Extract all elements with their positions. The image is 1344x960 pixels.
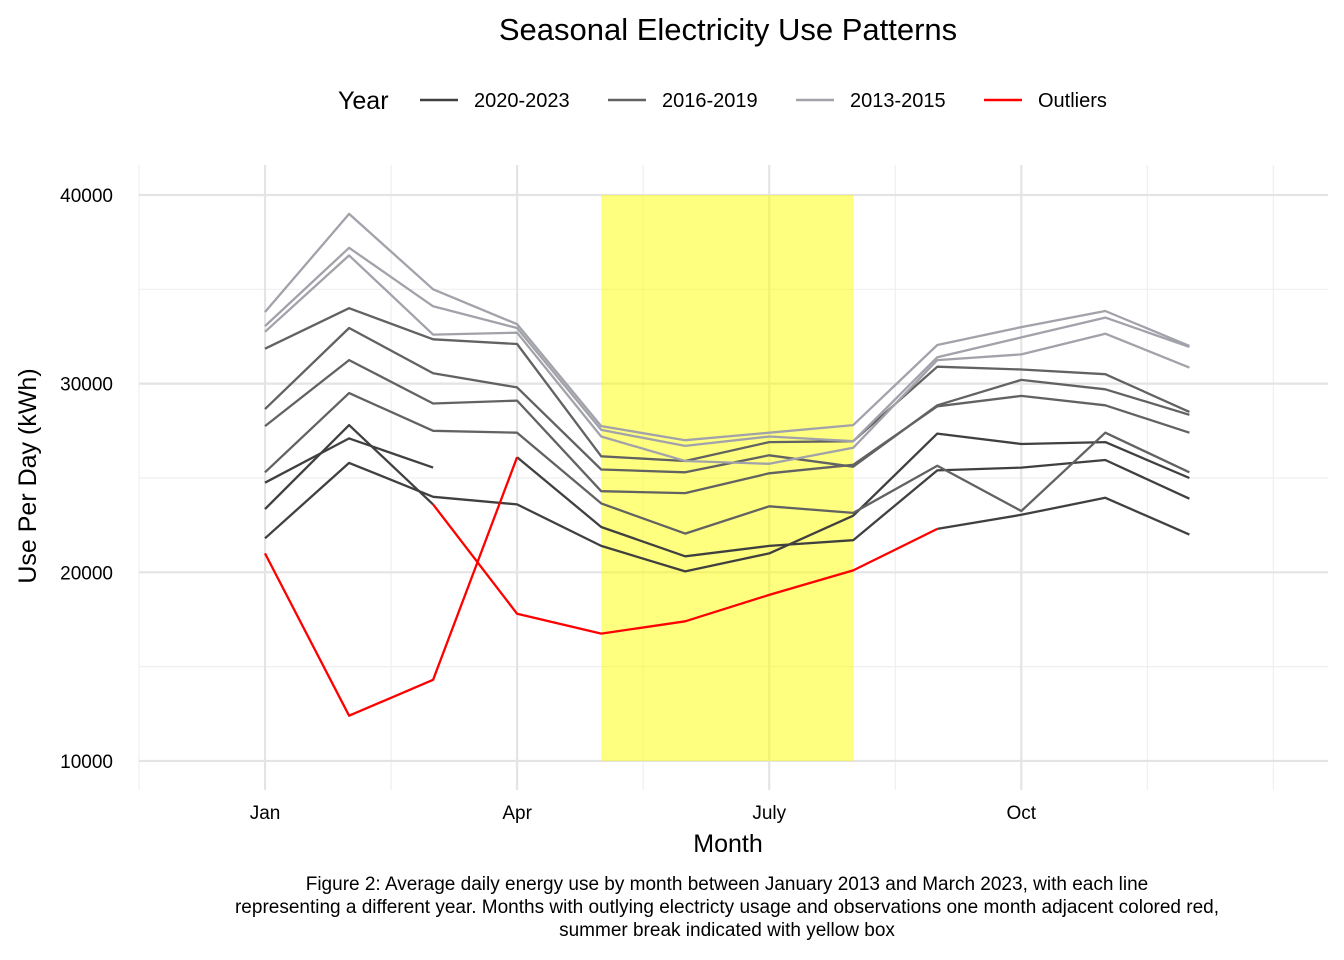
x-tick-label: July	[752, 803, 786, 824]
labels-layer: 10000 20000 30000 40000 Jan Apr July Oct	[60, 186, 1037, 824]
series-line	[264, 326, 1190, 474]
series-line	[264, 437, 434, 484]
legend: 2020-2023 2016-2019 2013-2015 Outliers	[420, 90, 1107, 112]
series-line	[264, 254, 1190, 465]
y-tick-label: 40000	[60, 186, 113, 207]
series-line	[432, 503, 938, 635]
x-axis-title: Month	[693, 830, 762, 858]
caption: representing a different year. Months wi…	[235, 897, 1219, 918]
series-line	[264, 423, 1190, 536]
legend-label: 2013-2015	[850, 90, 946, 112]
summer-region	[601, 194, 854, 761]
legend-label: 2020-2023	[474, 90, 570, 112]
x-tick-label: Oct	[1007, 803, 1037, 824]
x-tick-label: Jan	[250, 803, 281, 824]
x-tick-label: Apr	[502, 803, 532, 824]
y-axis-title: Use Per Day (kWh)	[14, 368, 42, 583]
legend-title: Year	[338, 87, 389, 115]
y-tick-label: 10000	[60, 752, 113, 773]
series-line	[264, 358, 1190, 495]
legend-label: 2016-2019	[662, 90, 758, 112]
series-line	[516, 456, 1190, 558]
caption: Figure 2: Average daily energy use by mo…	[306, 874, 1149, 895]
legend-label: Outliers	[1038, 90, 1107, 112]
y-tick-label: 20000	[60, 563, 113, 584]
lines-layer	[263, 212, 1190, 717]
series-line	[264, 307, 1190, 463]
series-line	[264, 391, 1190, 535]
chart-title: Seasonal Electricity Use Patterns	[499, 12, 957, 47]
series-line	[264, 212, 1190, 442]
series-line	[263, 456, 519, 717]
caption: summer break indicated with yellow box	[559, 920, 895, 941]
series-line	[264, 432, 1190, 573]
y-tick-label: 30000	[60, 375, 113, 396]
region-layer	[601, 194, 854, 761]
series-line	[264, 246, 1190, 448]
